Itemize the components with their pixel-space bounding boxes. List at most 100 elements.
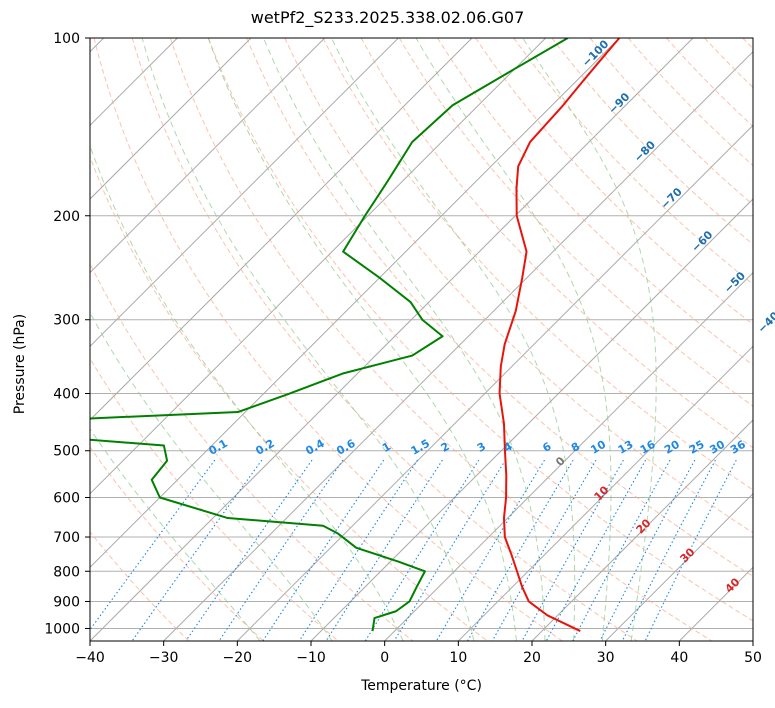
dry-adiabat-line [437,38,753,366]
dry-adiabat-label: −40 [755,309,775,336]
mixing-ratio-label: 0.1 [206,437,229,458]
isotherm-line [384,271,753,641]
mixing-ratio-line [545,459,647,641]
dry-adiabat-line [627,38,753,167]
mixing-ratio-label: 3 [475,440,488,455]
moist-adiabat-label: 10 [592,483,612,503]
mixing-ratio-label: 8 [569,440,582,455]
y-tick-label: 900 [53,594,80,610]
isotherm-line [90,38,178,127]
y-tick-label: 300 [53,313,80,329]
mixing-ratio-line [393,459,506,641]
isotherm-line [90,38,105,53]
mixing-ratio-label: 0.6 [334,437,358,458]
mixing-ratio-line [599,459,696,641]
mixing-ratio-label: 0.2 [253,437,276,458]
y-tick-label: 500 [53,444,80,460]
moist-adiabat-label: 40 [723,575,743,595]
dry-adiabat-line [742,38,753,50]
dry-adiabat-line [246,38,753,578]
isotherm-line [90,38,399,348]
moist-adiabat-line [90,144,404,641]
dry-adiabat-line [90,357,339,641]
moist-adiabat-line [90,427,261,641]
mixing-ratio-label: 36 [728,438,748,457]
mixing-ratio-line [644,459,737,641]
dry-adiabat-line [131,38,638,641]
moist-adiabat-line [522,38,657,641]
mixing-ratio-label: 10 [588,438,608,457]
mixing-ratio-label: 2 [439,440,452,455]
mixing-ratio-line [521,459,624,641]
x-tick-label: 0 [380,650,389,666]
dry-adiabat-line [90,531,190,641]
temperature-profile-line [498,38,621,632]
dry-adiabat-line [90,155,488,641]
isotherm-line [531,419,753,641]
isotherm-line [457,345,753,641]
isotherm-line [90,38,252,200]
mixing-ratio-label: 20 [662,438,682,457]
isotherm-line [90,38,694,641]
dry-adiabat-line [513,38,753,285]
mixing-ratio-line [572,459,671,641]
y-tick-label: 700 [53,530,80,546]
moist-adiabat-line [207,38,517,641]
moist-adiabat-line [263,38,546,641]
x-axis-label: Temperature (°C) [361,678,482,694]
x-tick-label: 20 [523,650,541,666]
mixing-ratio-label: 6 [540,440,553,455]
isotherm-line [90,38,547,495]
y-tick-label: 800 [53,564,80,580]
y-tick-label: 1000 [44,621,80,637]
dry-adiabat-line [551,38,753,245]
mixing-ratio-label: 30 [707,438,727,457]
mixing-ratio-line [435,459,545,641]
isotherm-line [236,124,753,641]
x-tick-label: −30 [149,650,179,666]
plot-clip-group [0,38,753,641]
mixing-ratio-line [467,459,574,641]
isotherm-line [163,50,753,641]
dry-adiabat-line [360,38,753,449]
moist-adiabat-label: 20 [634,516,654,536]
dry-adiabat-line [704,38,753,89]
isotherm-line [678,566,753,641]
isotherm-line [90,38,326,274]
isotherm-line [752,640,753,641]
moist-adiabat-label: 30 [678,545,698,565]
mixing-ratio-label: 4 [501,440,514,455]
dry-adiabat-label: −90 [606,90,633,117]
x-tick-label: 30 [597,650,615,666]
dry-adiabat-label: −50 [722,269,749,296]
moist-adiabat-line [330,38,576,641]
moist-adiabat-line [141,38,475,641]
plot-frame [89,37,754,642]
x-tick-label: 50 [744,650,762,666]
dry-adiabat-line [398,38,753,407]
dry-adiabat-label: −80 [632,138,659,165]
x-tick-label: −20 [223,650,253,666]
mixing-ratio-line [262,459,385,641]
x-tick-label: −40 [75,650,105,666]
mixing-ratio-line [325,459,443,641]
dry-adiabat-line [169,38,712,641]
y-tick-label: 600 [53,490,80,506]
dry-adiabat-label: −60 [689,228,716,255]
mixing-ratio-line [491,459,597,641]
mixing-ratio-line [218,459,344,641]
mixing-ratio-label: 1.5 [409,437,432,458]
moist-adiabat-line [415,38,612,641]
mixing-ratio-line [364,459,480,641]
mixing-ratio-line [185,459,313,641]
y-tick-label: 100 [53,31,80,47]
x-tick-label: −10 [296,650,326,666]
dry-adiabat-line [322,38,753,491]
x-tick-label: 10 [449,650,467,666]
isotherm-line [0,38,30,641]
y-tick-label: 200 [53,209,80,225]
isotherm-line [605,492,753,641]
dry-adiabat-line [208,38,753,622]
